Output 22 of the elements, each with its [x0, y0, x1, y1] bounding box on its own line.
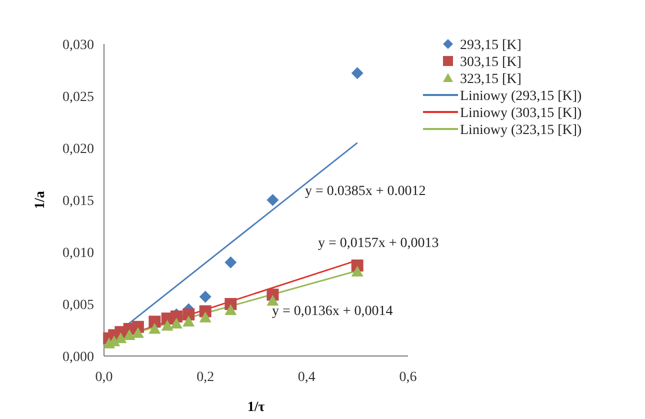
- x-tick-label: 0,0: [95, 370, 113, 385]
- legend-label: Liniowy (303,15 [K]): [460, 106, 582, 121]
- y-tick-label: 0,020: [62, 142, 94, 157]
- x-tick-label: 0,2: [196, 370, 214, 385]
- x-axis-title: 1/τ: [247, 400, 266, 415]
- y-tick-label: 0,005: [62, 298, 94, 313]
- y-tick-label: 0,000: [62, 350, 94, 365]
- x-tick-label: 0,4: [298, 370, 316, 385]
- y-tick-label: 0,010: [62, 246, 94, 261]
- annotation: y = 0,0136x + 0,0014: [272, 304, 393, 319]
- legend-label: 323,15 [K]: [460, 72, 522, 87]
- y-tick-label: 0,015: [62, 194, 94, 209]
- legend-label: Liniowy (323,15 [K]): [460, 122, 582, 138]
- legend-label: 303,15 [K]: [460, 54, 522, 70]
- x-tick-label: 0,6: [399, 370, 417, 385]
- annotation: y = 0,0157x + 0,0013: [318, 236, 439, 251]
- y-tick-label: 0,030: [62, 38, 94, 53]
- annotation: y = 0.0385x + 0.0012: [305, 184, 426, 199]
- legend-label: Liniowy (293,15 [K]): [460, 88, 582, 104]
- y-tick-label: 0,025: [62, 90, 94, 105]
- legend-label: 293,15 [K]: [460, 38, 522, 53]
- y-axis-title: 1/a: [33, 191, 48, 209]
